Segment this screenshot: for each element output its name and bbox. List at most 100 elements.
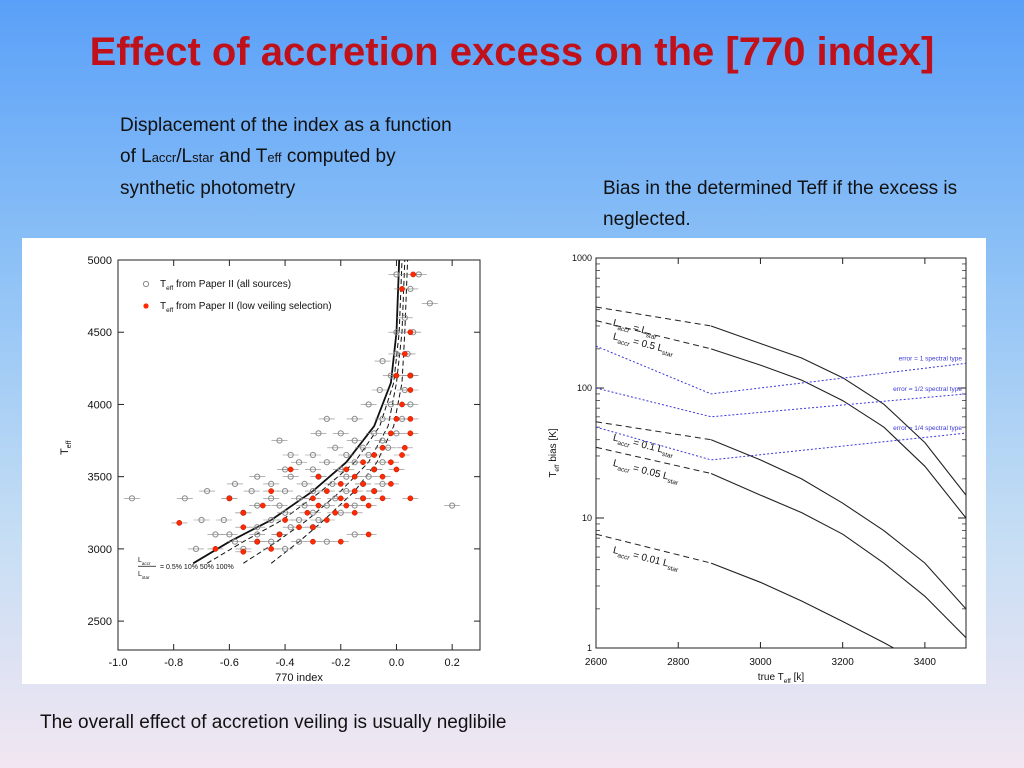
y-tick-label: 10 [582, 513, 592, 523]
bias-curve-1 [710, 348, 966, 519]
point-all-sources [254, 531, 261, 538]
annotation-denominator-sub: star [142, 575, 150, 580]
error-line-label-2: error = 1/4 spectral type [893, 425, 962, 432]
caption-left-sub-1: accr [151, 150, 177, 165]
point-low-veiling [337, 538, 344, 545]
point-low-veiling [337, 495, 344, 502]
annotation-denominator: Lstar [138, 571, 150, 580]
annotation-denominator-main: L [138, 571, 142, 578]
caption-left-text-2: /L [176, 146, 193, 167]
point-all-sources [323, 459, 330, 466]
point-low-veiling [351, 488, 358, 494]
bias-curve-label-3-main: L [612, 458, 620, 470]
point-low-veiling [407, 495, 414, 502]
point-all-sources [231, 480, 239, 487]
caption-left-text-4: computed by synthetic photometry [120, 146, 396, 199]
point-all-sources [281, 545, 289, 552]
point-low-veiling [282, 517, 288, 523]
caption-left-sub-3: eff [267, 150, 282, 165]
y-tick-label: 5000 [88, 255, 112, 267]
point-all-sources [379, 437, 386, 444]
x-tick-label: 0.2 [445, 657, 460, 669]
bias-curve-label-0-sub2: star [645, 332, 658, 342]
x-tick-label: -0.2 [331, 657, 350, 669]
point-low-veiling [310, 538, 316, 545]
point-all-sources [343, 451, 350, 459]
point-low-veiling [407, 416, 414, 422]
point-low-veiling [365, 502, 372, 509]
point-all-sources [295, 459, 303, 466]
point-all-sources [309, 451, 317, 459]
y-tick-label: 100 [577, 383, 592, 393]
point-low-veiling [276, 531, 283, 538]
teff-vs-index-chart: -1.0 -0.8 -0.6 -0.4 -0.2 0.0 0.2 2500 3000 3500 40… [59, 255, 481, 684]
point-all-sources [365, 473, 372, 480]
slide-footer: The overall effect of accretion veiling … [40, 712, 507, 733]
point-all-sources [198, 516, 205, 524]
x-axis-label-sub: eff [784, 678, 791, 684]
point-all-sources [268, 538, 275, 545]
y-axis-label: Teff [59, 440, 73, 455]
point-low-veiling [315, 502, 322, 509]
point-low-veiling [240, 548, 247, 555]
bias-curve-label-1-sub2: star [661, 350, 674, 360]
legend-label-0-main: T [160, 279, 166, 290]
point-low-veiling [410, 271, 417, 278]
point-low-veiling [371, 452, 378, 458]
point-low-veiling [268, 488, 275, 494]
point-low-veiling [259, 502, 266, 509]
error-line-1 [595, 387, 967, 418]
point-low-veiling [401, 351, 408, 357]
x-axis-label-rest: [k] [791, 672, 805, 683]
point-low-veiling [296, 524, 302, 531]
x-axis-label: true Teff [k] [758, 672, 805, 684]
caption-right: Bias in the determined Teff if the exces… [603, 178, 958, 230]
point-all-sources [254, 524, 261, 531]
point-low-veiling [176, 520, 183, 526]
error-line-0 [595, 345, 967, 395]
x-tick-label: -0.8 [164, 657, 183, 669]
point-low-veiling [360, 459, 366, 466]
bias-curve-label-4: Laccr = 0.01 Lstar [611, 545, 681, 574]
y-tick-label: 3000 [88, 544, 112, 556]
bias-curve-label-2-sub2: star [661, 451, 674, 461]
point-low-veiling [371, 466, 378, 473]
point-all-sources [254, 473, 261, 480]
bias-curve-label-1-main: L [612, 331, 620, 343]
bias-curve-4 [710, 562, 895, 648]
error-line-label-0: error = 1 spectral type [899, 355, 963, 362]
point-all-sources [332, 444, 339, 451]
bias-curve-label-0: Laccr = Lstar [611, 318, 659, 342]
annotation-numerator-sub: accr [142, 561, 151, 566]
point-all-sources [220, 516, 227, 524]
point-low-veiling [407, 372, 414, 379]
point-low-veiling [379, 473, 386, 480]
x-tick-label: -0.6 [220, 657, 239, 669]
point-low-veiling [407, 387, 414, 393]
point-low-veiling [388, 481, 394, 487]
point-low-veiling [240, 524, 247, 531]
point-all-sources [231, 538, 239, 545]
x-axis-label: 770 index [275, 672, 323, 684]
y-tick-label: 1 [587, 643, 592, 653]
x-axis-label-main: true T [758, 672, 784, 683]
caption-left: Displacement of the index as a function … [120, 110, 460, 204]
point-all-sources [309, 488, 317, 495]
point-low-veiling [351, 473, 358, 480]
bias-curve-label-4-main: L [612, 545, 620, 557]
x-tick-label: 2600 [585, 657, 608, 668]
x-tick-label: 3000 [749, 657, 772, 668]
bias-curve-label-4-sub: accr [617, 552, 631, 562]
point-all-sources [351, 531, 358, 538]
point-low-veiling [360, 495, 366, 502]
point-low-veiling [323, 517, 330, 523]
bias-curve-label-4-sub2: star [667, 565, 680, 575]
point-low-veiling [388, 459, 394, 466]
point-low-veiling [343, 502, 350, 509]
point-low-veiling [315, 473, 322, 480]
point-low-veiling [332, 509, 339, 516]
plot-frame [595, 257, 967, 649]
bias-curve-label-0-main: L [612, 318, 620, 330]
bias-curve-label-0-sub: accr [617, 325, 631, 335]
legend-label-0: Teff from Paper II (all sources) [160, 279, 291, 292]
